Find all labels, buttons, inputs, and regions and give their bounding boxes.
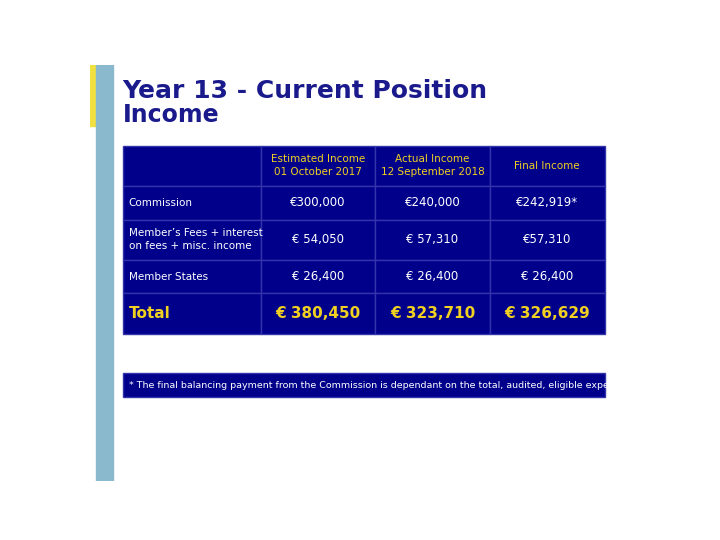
Bar: [261, 294, 375, 334]
Text: Member’s Fees + interest
on fees + misc. income: Member’s Fees + interest on fees + misc.…: [129, 228, 263, 251]
Text: Commission: Commission: [129, 198, 193, 207]
Bar: [490, 260, 605, 294]
Text: € 323,710: € 323,710: [390, 306, 475, 321]
Text: € 326,629: € 326,629: [505, 306, 590, 321]
Bar: [490, 220, 605, 260]
Bar: [261, 260, 375, 294]
Bar: [122, 294, 261, 334]
Bar: [122, 220, 261, 260]
Text: Total: Total: [129, 306, 171, 321]
Text: Final Income: Final Income: [514, 161, 580, 171]
Text: Member States: Member States: [129, 272, 208, 281]
Text: €242,919*: €242,919*: [516, 196, 578, 209]
Text: € 380,450: € 380,450: [275, 306, 361, 321]
Bar: [122, 373, 605, 397]
Bar: [261, 146, 375, 186]
Text: Estimated Income
01 October 2017: Estimated Income 01 October 2017: [271, 154, 365, 177]
Text: € 26,400: € 26,400: [521, 270, 573, 283]
Text: € 26,400: € 26,400: [292, 270, 344, 283]
Bar: [122, 186, 261, 220]
Text: € 54,050: € 54,050: [292, 233, 344, 246]
Text: € 26,400: € 26,400: [406, 270, 459, 283]
Bar: [90, 65, 96, 126]
Text: Year 13 - Current Position: Year 13 - Current Position: [122, 79, 487, 103]
Bar: [375, 146, 490, 186]
Bar: [122, 260, 261, 294]
Bar: [490, 186, 605, 220]
Bar: [490, 294, 605, 334]
Bar: [375, 260, 490, 294]
Bar: [375, 220, 490, 260]
Text: €57,310: €57,310: [523, 233, 572, 246]
Text: * The final balancing payment from the Commission is dependant on the total, aud: * The final balancing payment from the C…: [129, 381, 646, 390]
Bar: [261, 186, 375, 220]
Bar: [261, 220, 375, 260]
Text: Actual Income
12 September 2018: Actual Income 12 September 2018: [381, 154, 485, 177]
Bar: [490, 146, 605, 186]
Text: € 57,310: € 57,310: [407, 233, 459, 246]
Bar: [122, 146, 261, 186]
Bar: [375, 186, 490, 220]
Bar: [96, 65, 113, 481]
Text: €300,000: €300,000: [290, 196, 346, 209]
Bar: [375, 294, 490, 334]
Text: Income: Income: [122, 103, 219, 127]
Text: €240,000: €240,000: [405, 196, 460, 209]
